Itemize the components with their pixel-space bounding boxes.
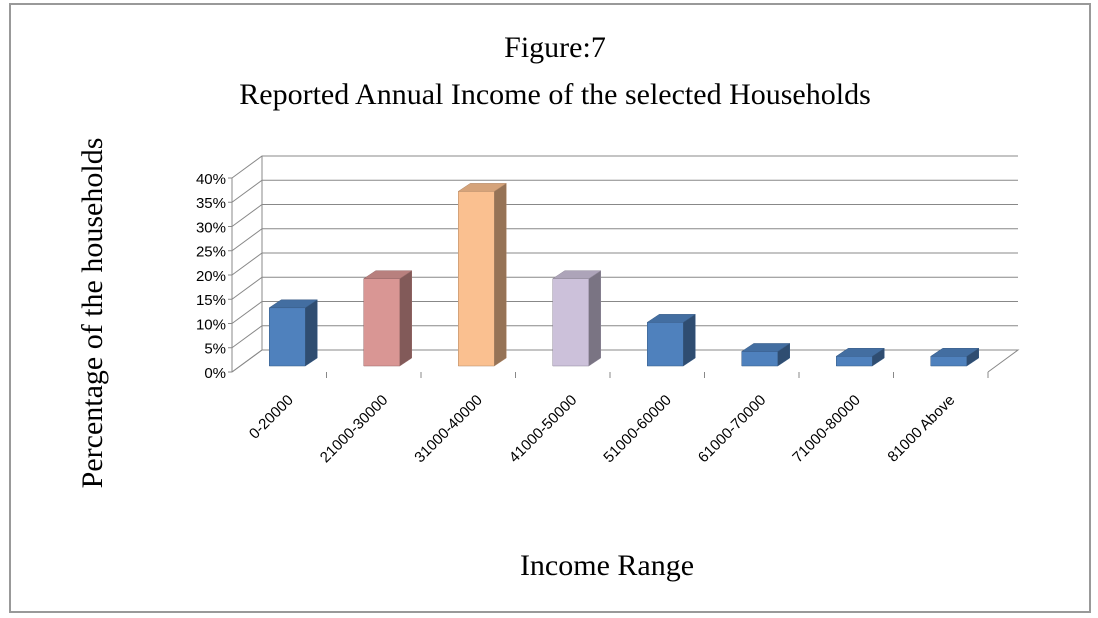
chart-subtitle: Reported Annual Income of the selected H… — [239, 78, 871, 111]
y-tick-label: 40% — [196, 171, 226, 188]
chart-title: Figure:7 — [504, 31, 606, 64]
bar — [362, 270, 413, 367]
bar-front — [363, 278, 400, 367]
bar — [646, 313, 697, 367]
bar-front — [269, 307, 306, 367]
y-tick-label: 15% — [196, 292, 226, 309]
bar — [268, 299, 319, 367]
x-axis-label: Income Range — [520, 549, 694, 582]
bar — [457, 182, 508, 367]
y-tick-label: 10% — [196, 316, 226, 333]
bar-side — [494, 182, 507, 367]
y-tick-label: 35% — [196, 195, 226, 212]
y-tick-label: 0% — [204, 365, 226, 382]
y-tick-label: 25% — [196, 244, 226, 261]
bar — [929, 347, 980, 367]
bar-front — [836, 356, 873, 367]
bar-side — [588, 270, 601, 367]
y-tick-label: 5% — [204, 341, 226, 358]
bar — [835, 347, 886, 367]
bar-side — [399, 270, 412, 367]
bar-front — [930, 356, 967, 367]
bar — [551, 270, 602, 367]
bar-front — [458, 191, 495, 367]
bar-front — [741, 351, 778, 367]
bar-front — [552, 278, 589, 367]
bar-side — [683, 313, 696, 367]
chart-frame — [9, 3, 1091, 613]
bar-side — [305, 299, 318, 367]
y-tick-label: 20% — [196, 268, 226, 285]
bar — [740, 342, 791, 367]
y-axis-label: Percentage of the households — [76, 138, 109, 489]
bar-front — [647, 322, 684, 367]
y-tick-label: 30% — [196, 219, 226, 236]
